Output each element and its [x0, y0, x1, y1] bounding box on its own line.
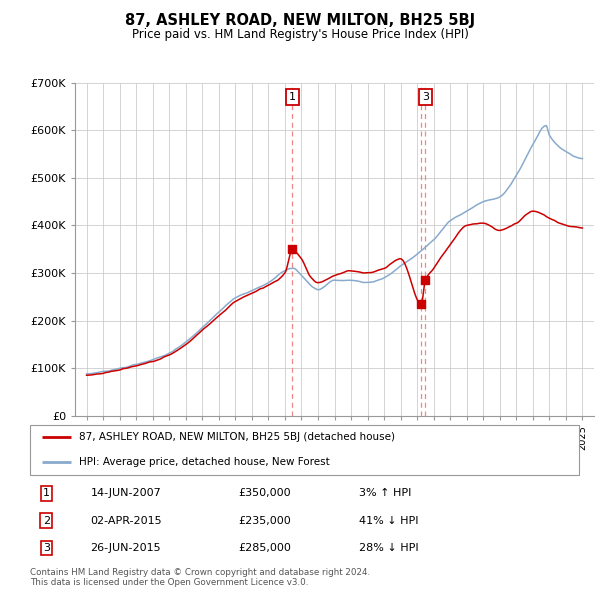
Text: Contains HM Land Registry data © Crown copyright and database right 2024.
This d: Contains HM Land Registry data © Crown c… [30, 568, 370, 587]
Text: £285,000: £285,000 [239, 543, 292, 553]
Text: HPI: Average price, detached house, New Forest: HPI: Average price, detached house, New … [79, 457, 330, 467]
Text: 2: 2 [43, 516, 50, 526]
Text: £235,000: £235,000 [239, 516, 292, 526]
Text: 28% ↓ HPI: 28% ↓ HPI [359, 543, 419, 553]
Text: 02-APR-2015: 02-APR-2015 [91, 516, 162, 526]
Text: £350,000: £350,000 [239, 489, 291, 499]
Text: 14-JUN-2007: 14-JUN-2007 [91, 489, 161, 499]
Text: 3% ↑ HPI: 3% ↑ HPI [359, 489, 412, 499]
Text: 3: 3 [422, 92, 429, 102]
FancyBboxPatch shape [30, 425, 579, 475]
Text: Price paid vs. HM Land Registry's House Price Index (HPI): Price paid vs. HM Land Registry's House … [131, 28, 469, 41]
Text: 26-JUN-2015: 26-JUN-2015 [91, 543, 161, 553]
Text: 41% ↓ HPI: 41% ↓ HPI [359, 516, 419, 526]
Text: 3: 3 [43, 543, 50, 553]
Text: 1: 1 [43, 489, 50, 499]
Text: 87, ASHLEY ROAD, NEW MILTON, BH25 5BJ (detached house): 87, ASHLEY ROAD, NEW MILTON, BH25 5BJ (d… [79, 432, 395, 442]
Text: 1: 1 [289, 92, 296, 102]
Text: 87, ASHLEY ROAD, NEW MILTON, BH25 5BJ: 87, ASHLEY ROAD, NEW MILTON, BH25 5BJ [125, 13, 475, 28]
